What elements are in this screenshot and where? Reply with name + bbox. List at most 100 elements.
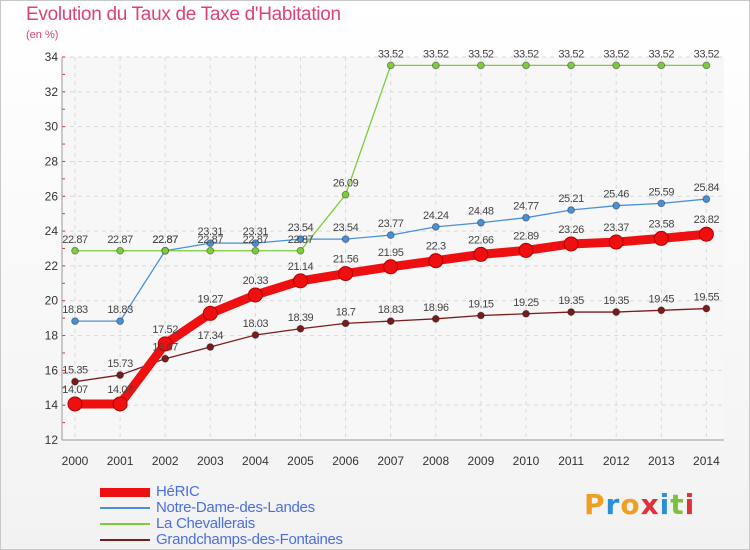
logo-letter: i <box>684 488 696 521</box>
data-point <box>116 246 124 255</box>
x-tick-label: 2004 <box>242 454 269 468</box>
data-label: 19.35 <box>603 295 629 307</box>
data-label: 22.87 <box>243 234 269 246</box>
data-point <box>522 213 530 222</box>
data-point <box>518 242 534 258</box>
data-label: 22.87 <box>107 234 133 246</box>
legend-label: La Chevallerais <box>156 515 255 532</box>
data-point <box>71 246 79 255</box>
data-point <box>477 311 485 320</box>
data-label: 22.89 <box>513 230 539 242</box>
x-tick-label: 2008 <box>422 454 449 468</box>
data-label: 23.82 <box>694 214 720 226</box>
data-label: 25.84 <box>694 182 720 194</box>
data-label: 25.59 <box>649 186 675 198</box>
data-label: 22.87 <box>152 234 178 246</box>
y-tick-label: 32 <box>45 85 59 99</box>
data-point <box>702 61 711 70</box>
data-point <box>386 231 395 239</box>
data-label: 33.52 <box>378 48 404 60</box>
logo-letter: t <box>670 488 685 521</box>
data-label: 24.48 <box>468 206 494 218</box>
data-point <box>206 246 215 255</box>
data-point <box>567 206 575 214</box>
y-tick-label: 20 <box>45 294 59 308</box>
legend-label: Grandchamps-des-Fontaines <box>156 531 343 548</box>
legend-item: Grandchamps-des-Fontaines <box>100 532 343 548</box>
data-point <box>251 239 260 248</box>
data-label: 24.77 <box>513 201 539 213</box>
x-tick-label: 2010 <box>513 454 540 468</box>
data-label: 20.33 <box>243 275 269 287</box>
logo-letter: P <box>584 488 606 521</box>
data-label: 19.27 <box>198 293 224 305</box>
y-tick-label: 22 <box>45 259 59 273</box>
x-tick-label: 2009 <box>468 454 495 468</box>
data-label: 15.73 <box>107 358 133 370</box>
logo-letter: x <box>640 488 660 521</box>
data-point <box>657 306 666 315</box>
data-label: 16.67 <box>152 342 178 354</box>
data-point <box>657 199 666 208</box>
data-label: 17.34 <box>198 330 224 342</box>
data-label: 33.52 <box>423 48 449 60</box>
data-label: 26.09 <box>333 178 359 190</box>
x-tick-label: 2013 <box>648 454 675 468</box>
data-point <box>477 61 485 70</box>
data-label: 18.03 <box>243 318 269 330</box>
y-tick-label: 14 <box>45 398 59 412</box>
data-label: 23.31 <box>243 226 269 238</box>
data-label: 23.54 <box>288 222 314 234</box>
data-point <box>296 324 305 333</box>
data-label: 19.45 <box>649 293 675 305</box>
data-point <box>71 317 79 325</box>
data-label: 14.07 <box>62 384 88 396</box>
data-point <box>157 336 173 352</box>
data-point <box>612 201 621 210</box>
data-label: 14.07 <box>107 384 133 396</box>
data-label: 33.52 <box>603 48 629 60</box>
data-label: 18.96 <box>423 302 449 314</box>
data-point <box>247 287 263 303</box>
data-label: 22.87 <box>198 234 224 246</box>
x-tick-label: 2005 <box>287 454 314 468</box>
proxiti-logo: Proxiti <box>584 488 695 521</box>
data-point <box>161 246 170 255</box>
data-point <box>296 235 305 243</box>
data-point <box>341 235 350 243</box>
data-label: 24.24 <box>423 210 449 222</box>
data-point <box>161 354 170 363</box>
logo-letter: o <box>620 488 641 521</box>
data-point <box>341 190 350 199</box>
data-label: 25.21 <box>558 193 584 205</box>
data-point <box>67 396 83 412</box>
x-tick-label: 2003 <box>197 454 224 468</box>
data-label: 17.52 <box>152 324 178 336</box>
data-point <box>653 230 669 246</box>
data-label: 18.83 <box>107 304 133 316</box>
data-point <box>702 195 711 203</box>
data-label: 33.52 <box>558 48 584 60</box>
data-label: 22.66 <box>468 234 494 246</box>
data-point <box>386 61 395 70</box>
legend-label: Notre-Dame-des-Landes <box>156 499 315 516</box>
legend-label: HéRIC <box>156 483 200 500</box>
logo-letter: i <box>659 488 671 521</box>
data-point <box>386 317 395 325</box>
legend-swatch <box>100 487 150 497</box>
x-tick-label: 2002 <box>152 454 179 468</box>
data-label: 18.83 <box>62 304 88 316</box>
legend-item: La Chevallerais <box>100 516 343 532</box>
data-point <box>657 61 666 70</box>
x-tick-label: 2000 <box>62 454 89 468</box>
data-point <box>341 319 350 328</box>
data-point <box>563 236 579 252</box>
data-label: 25.46 <box>603 189 629 201</box>
data-point <box>296 246 305 255</box>
series-layer <box>67 61 714 412</box>
data-point <box>431 314 440 323</box>
data-label: 23.58 <box>649 218 675 230</box>
data-point <box>116 317 124 325</box>
data-label: 19.55 <box>694 292 720 304</box>
data-point <box>698 226 714 242</box>
